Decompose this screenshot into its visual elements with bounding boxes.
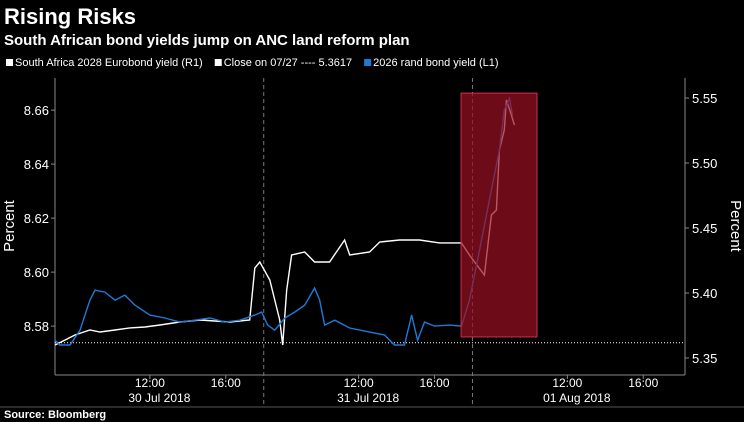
legend: South Africa 2028 Eurobond yield (R1) Clo… (6, 57, 499, 69)
y-tick-label: 8.66 (24, 103, 49, 118)
x-tick-label: 16:00 (420, 376, 450, 390)
day-label: 01 Aug 2018 (543, 391, 611, 405)
source: Source: Bloomberg (4, 409, 106, 421)
y2-tick-label: 5.45 (692, 221, 717, 236)
x-tick-label: 16:00 (211, 376, 241, 390)
x-tick-label: 12:00 (552, 376, 582, 390)
legend-label: South Africa 2028 Eurobond yield (R1) (15, 57, 203, 69)
chart-title: Rising Risks (4, 4, 136, 29)
y-tick-label: 8.64 (24, 157, 49, 172)
legend-swatch (6, 59, 13, 66)
y-axis-label: Percent (1, 199, 18, 252)
highlight-box (460, 92, 538, 338)
y-tick-label: 8.62 (24, 211, 49, 226)
x-tick-label: 16:00 (628, 376, 658, 390)
y-tick-label: 8.58 (24, 319, 49, 334)
chart-subtitle: South African bond yields jump on ANC la… (4, 32, 410, 49)
y2-tick-label: 5.35 (692, 351, 717, 366)
day-label: 31 Jul 2018 (337, 391, 399, 405)
x-tick-label: 12:00 (135, 376, 165, 390)
y2-axis-label: Percent (727, 200, 744, 253)
day-label: 30 Jul 2018 (128, 391, 190, 405)
y2-tick-label: 5.50 (692, 156, 717, 171)
y2-tick-label: 5.40 (692, 286, 717, 301)
y2-tick-label: 5.55 (692, 91, 717, 106)
legend-swatch (214, 59, 222, 66)
x-tick-label: 12:00 (344, 376, 374, 390)
y-tick-label: 8.60 (24, 265, 49, 280)
legend-label: Close on 07/27 ---- 5.3617 (224, 57, 352, 69)
legend-label: 2026 rand bond yield (L1) (373, 57, 498, 69)
legend-swatch (364, 59, 372, 66)
series-line (54, 95, 514, 346)
